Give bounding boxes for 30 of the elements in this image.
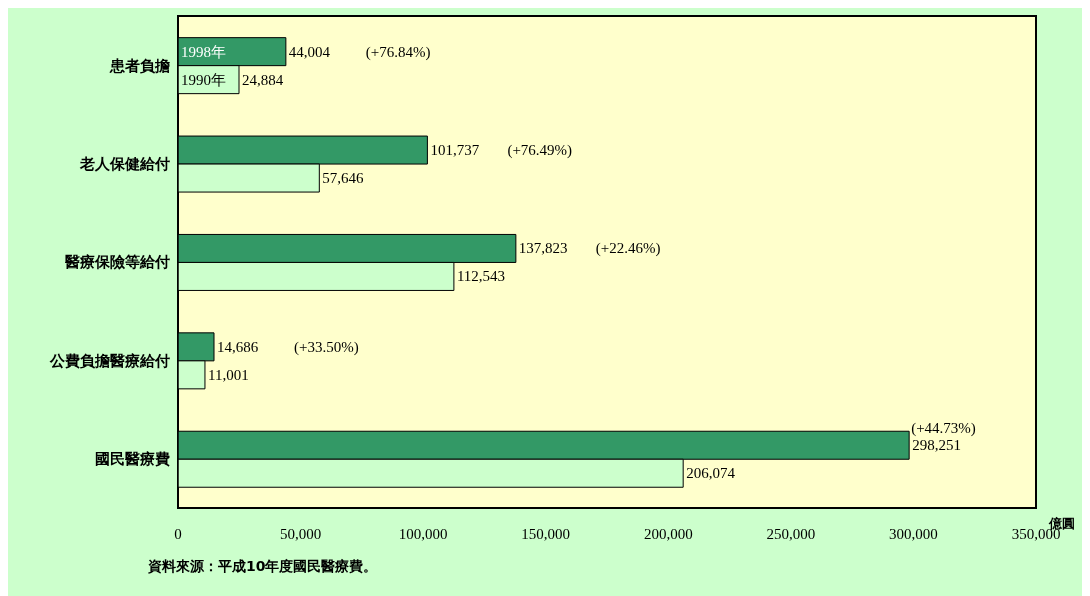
data-label: 112,543 xyxy=(456,268,506,285)
series-label: 1998年 xyxy=(181,43,226,60)
data-label: 101,737 xyxy=(430,142,480,159)
y-tick-label: 醫療保險等給付 xyxy=(65,253,170,272)
data-label: 298,251 xyxy=(912,437,961,454)
x-tick-label: 250,000 xyxy=(766,525,816,542)
y-tick-label: 公費負擔醫療給付 xyxy=(49,351,170,370)
x-tick-label: 200,000 xyxy=(643,525,693,542)
data-label: 137,823 xyxy=(518,240,568,257)
data-label: 24,884 xyxy=(242,71,284,88)
data-label: 14,686 xyxy=(217,338,259,355)
data-label: 206,074 xyxy=(686,465,736,482)
x-tick-label: 0 xyxy=(174,525,182,542)
series-label: 1990年 xyxy=(181,71,226,88)
data-label: 11,001 xyxy=(207,366,249,383)
source-note: 資料來源：平成10年度國民醫療費。 xyxy=(148,558,379,576)
x-tick-label: 150,000 xyxy=(521,525,571,542)
x-tick-label: 300,000 xyxy=(889,525,938,542)
y-tick-label: 患者負擔 xyxy=(109,56,170,75)
data-label: 57,646 xyxy=(322,170,365,187)
annotation: (+76.84%) xyxy=(365,43,431,61)
annotation: (+76.49%) xyxy=(507,142,573,160)
annotation: (+33.50%) xyxy=(294,338,359,356)
x-tick-label: 100,000 xyxy=(398,525,448,542)
annotation: (+44.73%) xyxy=(911,420,976,438)
y-tick-label: 老人保健給付 xyxy=(79,154,170,173)
annotation: (+22.46%) xyxy=(595,240,661,258)
x-tick-label: 50,000 xyxy=(279,525,322,542)
data-label: 44,004 xyxy=(288,43,331,60)
y-tick-label: 國民醫療費 xyxy=(95,450,170,469)
